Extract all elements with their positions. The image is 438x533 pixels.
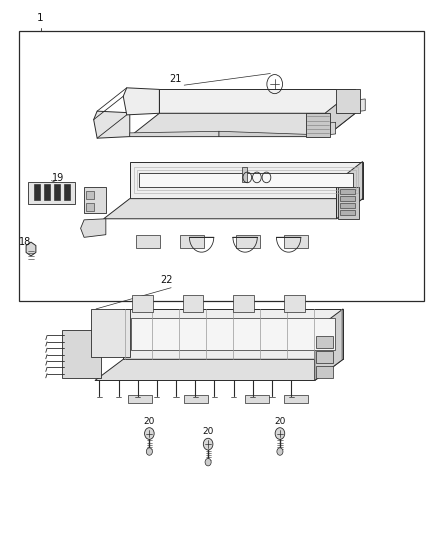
Polygon shape [325,90,355,136]
Polygon shape [44,184,49,200]
Text: 20: 20 [144,417,155,425]
Polygon shape [245,395,269,403]
Polygon shape [339,210,355,215]
Circle shape [277,448,283,455]
Polygon shape [136,235,160,248]
Polygon shape [81,219,106,237]
Polygon shape [130,114,355,136]
Polygon shape [315,309,343,381]
Polygon shape [130,161,363,199]
Polygon shape [26,242,36,256]
Polygon shape [355,99,365,112]
Polygon shape [339,189,355,195]
Polygon shape [284,235,308,248]
Polygon shape [130,131,219,136]
Text: 20: 20 [202,427,214,436]
Polygon shape [242,167,247,182]
Text: 19: 19 [52,173,64,183]
Circle shape [145,427,154,439]
Polygon shape [339,196,355,201]
Polygon shape [219,131,325,136]
Text: 18: 18 [19,237,32,247]
Polygon shape [180,235,204,248]
Polygon shape [91,309,130,357]
Bar [19,30,424,301]
Polygon shape [184,395,208,403]
Polygon shape [237,235,260,248]
Polygon shape [132,295,153,312]
Polygon shape [306,113,330,136]
Polygon shape [336,161,363,219]
Polygon shape [86,191,94,199]
Circle shape [203,438,213,450]
Polygon shape [64,184,70,200]
Polygon shape [316,351,333,363]
Polygon shape [34,184,40,200]
Text: 20: 20 [274,417,286,425]
Polygon shape [95,359,343,381]
Polygon shape [84,187,106,214]
Circle shape [205,458,211,466]
Polygon shape [28,182,75,204]
Circle shape [146,448,152,455]
Circle shape [275,427,285,439]
Polygon shape [62,330,102,378]
Polygon shape [338,187,359,219]
Text: 22: 22 [160,275,173,285]
Polygon shape [123,88,159,115]
Polygon shape [336,90,360,114]
Polygon shape [159,90,355,114]
Polygon shape [316,336,333,348]
Polygon shape [284,295,305,312]
Polygon shape [284,395,308,403]
Polygon shape [94,111,130,138]
Text: 21: 21 [170,74,182,84]
Polygon shape [123,309,343,359]
Polygon shape [131,318,335,350]
Text: 1: 1 [37,13,44,22]
Polygon shape [104,199,363,219]
Polygon shape [53,184,60,200]
Polygon shape [86,203,94,211]
Polygon shape [325,122,336,135]
Polygon shape [139,173,353,187]
Polygon shape [127,395,152,403]
Polygon shape [233,295,254,312]
Polygon shape [339,203,355,208]
Polygon shape [316,366,333,378]
Polygon shape [183,295,203,312]
